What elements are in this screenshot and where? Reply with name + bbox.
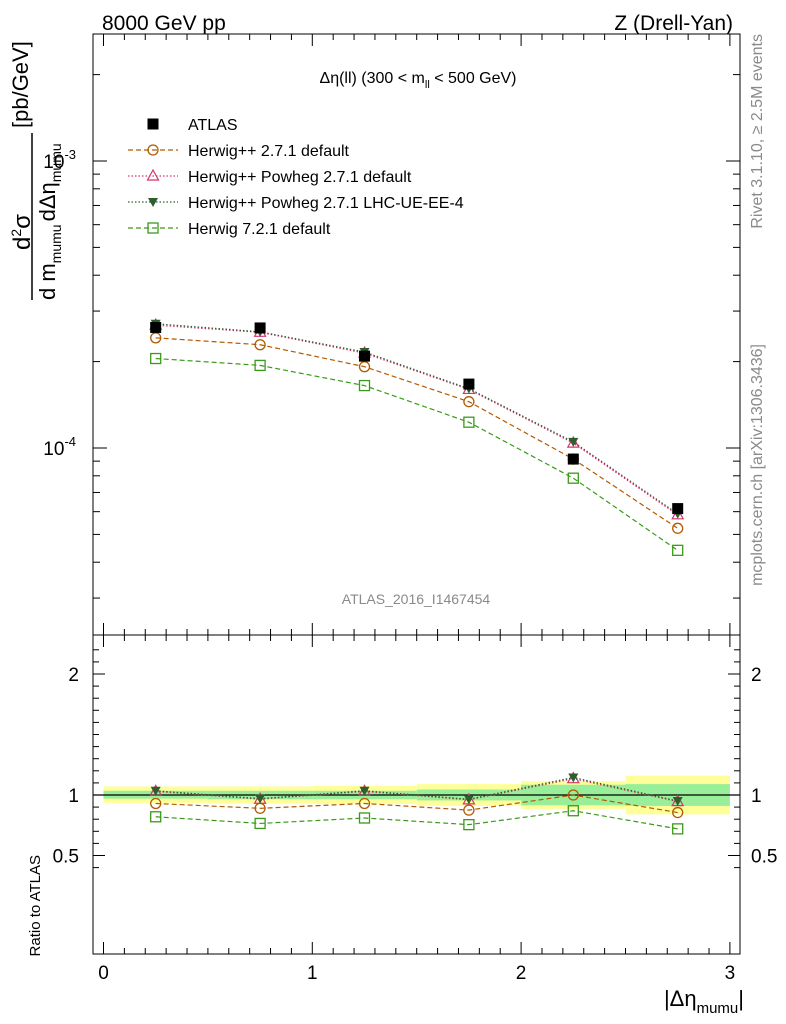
ratio-line-herwig-powheg-2-7-1-default <box>155 778 678 803</box>
legend: ATLAS Herwig++ 2.7.1 default Herwig++ Powh… <box>128 117 464 238</box>
y-label-unit: [pb/GeV] <box>8 41 33 128</box>
x-tick-label: 1 <box>307 963 318 984</box>
line-herwig-2-7-1-default <box>155 337 679 529</box>
point-herwig-powheg-2-7-1-default <box>566 435 580 448</box>
point-herwig-2-7-1-default <box>358 361 371 373</box>
point-atlas <box>359 350 370 362</box>
ratio-y-tick-label: 0.5 <box>53 847 79 868</box>
header-energy: 8000 GeV pp <box>102 12 226 35</box>
legend-marker-atlas <box>147 118 159 130</box>
main-panel: 10-4 10-3 Δη(ll) (300 < mll < 500 GeV) AT… <box>8 33 741 636</box>
legend-marker-herwig-2-7-1-default <box>147 144 159 156</box>
point-herwig-7-2-1-default <box>567 472 579 484</box>
legend-label-atlas: ATLAS <box>188 117 238 134</box>
ratio-point-herwig-powheg-2-7-1-lhc-ue-ee-4 <box>568 773 579 783</box>
point-herwig-2-7-1-default <box>254 339 266 351</box>
ratio-point-herwig-powheg-2-7-1-lhc-ue-ee-4 <box>672 797 683 807</box>
y-label-denominator: d mmumudΔηmumu <box>35 143 64 300</box>
x-tick-label: 2 <box>516 963 527 984</box>
ratio-point-herwig-7-2-1-default <box>463 818 475 831</box>
main-y-tick-label: 10-4 <box>43 434 76 460</box>
ratio-point-herwig-2-7-1-default <box>358 797 371 810</box>
ratio-point-herwig-2-7-1-default <box>672 806 684 819</box>
point-atlas <box>463 378 475 390</box>
legend-marker-herwig-7-2-1-default <box>147 222 159 234</box>
ratio-point-herwig-powheg-2-7-1-lhc-ue-ee-4 <box>359 786 370 796</box>
ratio-line-herwig-2-7-1-default <box>155 794 678 814</box>
ratio-point-herwig-7-2-1-default <box>567 805 579 817</box>
ratio-point-herwig-7-2-1-default <box>254 817 266 830</box>
ratio-point-herwig-7-2-1-default <box>672 823 684 835</box>
ratio-point-herwig-2-7-1-default <box>150 797 162 810</box>
ratio-point-herwig-2-7-1-default <box>463 804 475 816</box>
header-process: Z (Drell-Yan) <box>614 12 733 35</box>
ratio-point-herwig-2-7-1-default <box>567 789 579 801</box>
point-herwig-powheg-2-7-1-lhc-ue-ee-4 <box>568 437 579 447</box>
point-herwig-7-2-1-default <box>150 352 162 365</box>
legend-marker-herwig-powheg-2-7-1-lhc-ue-ee-4 <box>148 198 158 207</box>
main-title: Δη(ll) (300 < mll < 500 GeV) <box>320 70 517 91</box>
legend-label-herwig-powheg-2-7-1-lhc-ue-ee-4: Herwig++ Powheg 2.7.1 LHC-UE-EE-4 <box>188 195 464 212</box>
legend-label-herwig-powheg-2-7-1-default: Herwig++ Powheg 2.7.1 default <box>188 169 412 186</box>
y-label-numerator: d2σ <box>8 214 36 250</box>
legend-label-herwig-7-2-1-default: Herwig 7.2.1 default <box>188 221 331 238</box>
ratio-y-axis-label: Ratio to ATLAS <box>27 855 44 956</box>
ratio-point-herwig-powheg-2-7-1-lhc-ue-ee-4 <box>150 786 161 796</box>
ratio-point-herwig-powheg-2-7-1-lhc-ue-ee-4 <box>463 795 474 805</box>
x-tick-label: 0 <box>98 963 109 984</box>
x-tick-label: 3 <box>725 963 736 984</box>
line-herwig-powheg-2-7-1-lhc-ue-ee-4 <box>155 323 679 515</box>
ratio-y-tick-label-right: 2 <box>751 665 762 686</box>
point-herwig-2-7-1-default <box>672 522 684 534</box>
point-atlas <box>567 453 579 465</box>
ratio-point-herwig-7-2-1-default <box>150 811 162 823</box>
ratio-y-tick-label: 2 <box>68 665 79 686</box>
ratio-panel: 0 1 2 3 0.5 0.5 1 1 2 2 Ratio to ATLAS <box>27 634 777 984</box>
point-herwig-7-2-1-default <box>672 544 684 556</box>
ratio-line-herwig-powheg-2-7-1-lhc-ue-ee-4 <box>155 776 678 802</box>
ratio-ticks: 0 1 2 3 0.5 0.5 1 1 2 2 <box>53 635 777 984</box>
line-herwig-powheg-2-7-1-default <box>155 324 679 516</box>
ratio-plot-area <box>93 771 740 835</box>
rivet-label: Rivet 3.1.10, ≥ 2.5M events <box>749 34 766 229</box>
legend-marker-herwig-powheg-2-7-1-default <box>146 168 160 181</box>
main-y-tick-label: 10-3 <box>43 147 76 173</box>
point-herwig-7-2-1-default <box>254 359 266 372</box>
ratio-point-herwig-7-2-1-default <box>358 812 371 824</box>
point-herwig-2-7-1-default <box>463 396 475 408</box>
ratio-y-tick-label: 1 <box>68 786 79 807</box>
point-atlas <box>672 503 684 515</box>
ratio-y-tick-label-right: 1 <box>751 786 762 807</box>
ratio-point-herwig-powheg-2-7-1-lhc-ue-ee-4 <box>255 794 266 804</box>
ratio-line-herwig-7-2-1-default <box>155 810 678 830</box>
point-atlas <box>254 322 266 334</box>
x-axis-label-text: |Δηmumu| <box>664 986 744 1017</box>
point-herwig-7-2-1-default <box>463 416 475 428</box>
x-axis-label: |Δηmumu| <box>664 986 744 1017</box>
main-plot-area <box>149 317 685 556</box>
ratio-y-tick-label-right: 0.5 <box>751 847 777 868</box>
main-ticks: 10-4 10-3 <box>43 34 740 635</box>
point-herwig-7-2-1-default <box>358 379 371 392</box>
analysis-label: ATLAS_2016_I1467454 <box>342 591 491 607</box>
line-herwig-7-2-1-default <box>155 357 679 551</box>
mcplots-label: mcplots.cern.ch [arXiv:1306.3436] <box>749 344 766 586</box>
legend-label-herwig-2-7-1-default: Herwig++ 2.7.1 default <box>188 143 350 160</box>
point-atlas <box>150 321 162 333</box>
